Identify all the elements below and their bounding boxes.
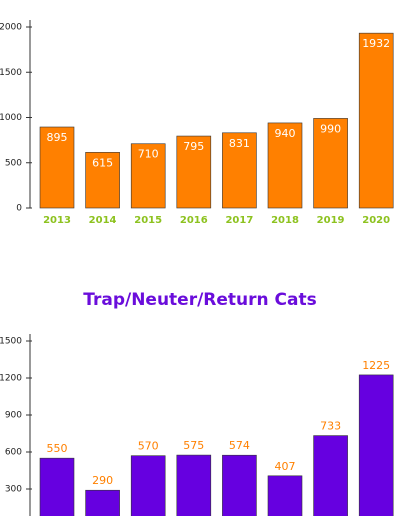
value-label: 570 — [138, 440, 159, 453]
bar — [313, 118, 348, 209]
x-tick-label: 2013 — [43, 215, 71, 226]
bar — [85, 152, 120, 209]
chart-title: Trap/Neuter/Return Cats — [83, 290, 317, 310]
value-label: 795 — [183, 140, 204, 153]
value-label: 615 — [92, 156, 113, 169]
y-tick-label: 0 — [16, 204, 22, 214]
y-tick-label: 1200 — [0, 374, 22, 384]
y-tick-label: 600 — [5, 448, 22, 458]
x-tick-label: 2019 — [317, 215, 345, 226]
bar — [176, 135, 212, 209]
bar — [130, 455, 166, 516]
bar — [267, 475, 303, 516]
value-label: 1932 — [362, 37, 390, 50]
value-label: 407 — [275, 460, 296, 473]
y-tick-label: 1500 — [0, 68, 22, 78]
x-tick-label: 2017 — [225, 215, 253, 226]
bar — [222, 132, 257, 209]
value-label: 895 — [47, 131, 68, 144]
x-tick-label: 2014 — [89, 215, 117, 226]
value-label: 290 — [92, 474, 113, 487]
x-tick-label: 2015 — [134, 215, 162, 226]
bar — [176, 454, 212, 516]
bar — [222, 454, 257, 516]
y-tick-label: 300 — [5, 485, 22, 495]
value-label: 550 — [47, 442, 68, 455]
y-tick-label: 1500 — [0, 337, 22, 347]
bar — [39, 457, 75, 516]
x-tick-label: 2020 — [362, 215, 390, 226]
bar — [358, 32, 394, 209]
value-label: 940 — [275, 127, 296, 140]
y-tick-label: 1000 — [0, 113, 22, 123]
y-tick-label: 2000 — [0, 23, 22, 33]
value-label: 710 — [138, 148, 159, 161]
bar — [358, 374, 394, 516]
value-label: 831 — [229, 137, 250, 150]
value-label: 574 — [229, 439, 250, 452]
bar — [85, 489, 120, 516]
value-label: 575 — [183, 439, 204, 452]
bar — [130, 143, 166, 209]
value-label: 1225 — [362, 359, 390, 372]
x-tick-label: 2018 — [271, 215, 299, 226]
bar — [267, 122, 303, 209]
value-label: 733 — [320, 420, 341, 433]
x-tick-label: 2016 — [180, 215, 208, 226]
bar — [313, 435, 348, 516]
bar — [39, 126, 75, 209]
y-tick-label: 500 — [5, 158, 22, 168]
y-tick-label: 900 — [5, 411, 22, 421]
value-label: 990 — [320, 122, 341, 135]
